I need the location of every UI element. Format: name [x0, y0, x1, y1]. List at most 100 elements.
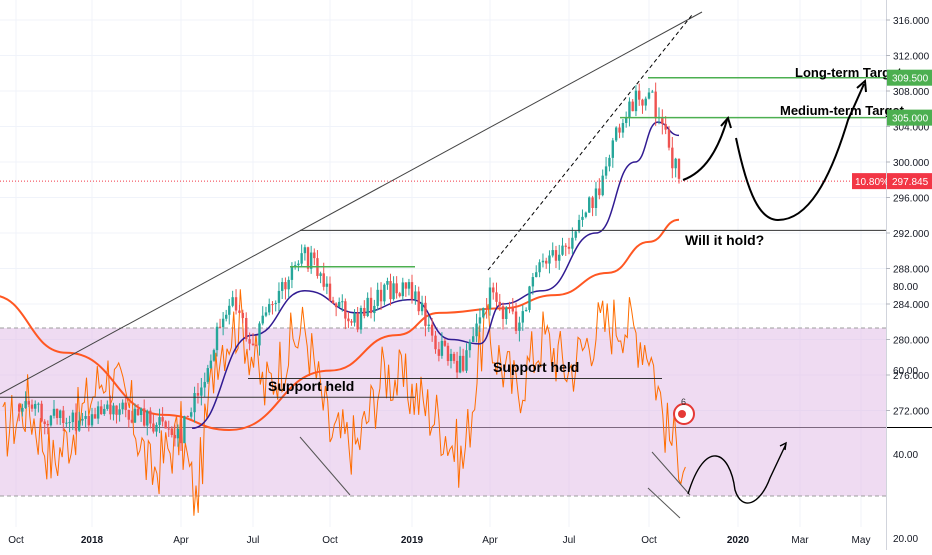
candle-body [183, 416, 186, 444]
candle-body [667, 129, 671, 148]
candle-body [488, 287, 492, 309]
candle-body [601, 175, 604, 196]
long-term-target-tag: 309.500 [892, 74, 929, 85]
rsi-projection-arrowhead [779, 441, 787, 451]
time-axis-label: Jul [247, 535, 260, 546]
candle-body [109, 404, 112, 415]
candle-body [383, 284, 386, 302]
candle-body [106, 404, 109, 409]
candle-body [149, 410, 152, 424]
candle-body [420, 302, 424, 312]
candle-body [407, 282, 411, 289]
candle-body [455, 360, 459, 373]
candle-body [228, 305, 231, 315]
candle-body [614, 127, 618, 141]
candle-body [443, 340, 447, 346]
candle-body [366, 297, 369, 317]
candle-body [300, 253, 303, 264]
candle-body [206, 368, 210, 382]
candle-body [58, 410, 62, 418]
candle-body [641, 99, 644, 106]
candle-body [567, 246, 571, 249]
candle-body [103, 408, 106, 415]
candle-body [170, 428, 174, 435]
candle-body [449, 353, 453, 362]
candle-body [306, 247, 310, 269]
candle-body [624, 117, 628, 123]
current-price-tag-bg [887, 173, 932, 190]
price-axis-label: 284.000 [893, 300, 930, 311]
candle-body [167, 428, 170, 430]
candle-body [353, 313, 356, 323]
candle-body [245, 317, 248, 340]
candle-body [424, 302, 427, 326]
candle-body [224, 314, 228, 319]
long-projection-arrowhead [856, 78, 867, 93]
rsi-trendline-1 [299, 436, 351, 496]
time-axis-label: Oct [322, 535, 338, 546]
candle-body [161, 417, 164, 422]
candle-body [389, 281, 392, 300]
candle-body [189, 412, 193, 417]
time-axis-label: Oct [641, 535, 657, 546]
candle-body [52, 408, 56, 416]
candle-body [677, 158, 681, 179]
rsi-axis-label: 80.00 [893, 282, 918, 293]
price-axis-label: 276.000 [893, 371, 930, 382]
candle-body [186, 416, 189, 418]
candle-body [551, 250, 554, 256]
price-axis-label: 308.000 [893, 87, 930, 98]
candle-body [664, 123, 667, 130]
candle-body [344, 301, 347, 319]
candle-body [255, 344, 258, 346]
candle-body [212, 350, 216, 361]
candle-body [452, 353, 456, 361]
candle-body [179, 428, 183, 444]
candle-body [458, 355, 462, 373]
candle-body [611, 140, 615, 158]
candle-body [501, 306, 505, 320]
candle-body [271, 304, 274, 306]
rsi-axis-label: 20.00 [893, 534, 918, 545]
dashed-trendline [487, 14, 693, 271]
candle-body [284, 282, 287, 290]
long-projection-arrow [735, 83, 865, 222]
candle-body [40, 403, 43, 422]
medium-term-target-tag-bg [887, 109, 932, 126]
candle-body [200, 387, 203, 396]
candle-body [376, 289, 379, 306]
candle-body [261, 315, 264, 324]
candle-body [46, 424, 50, 426]
candle-body [268, 304, 271, 313]
candle-body [258, 323, 261, 346]
candle-body [514, 311, 518, 331]
candle-body [373, 305, 376, 314]
candle-body [631, 101, 634, 112]
long-moving-average-line [0, 218, 680, 432]
badge-center [678, 410, 686, 418]
candle-body [379, 289, 383, 302]
candle-body [558, 254, 561, 261]
candle-body [472, 336, 475, 342]
candle-body [152, 423, 155, 432]
time-axis-label: May [852, 535, 871, 546]
candle-body [548, 255, 551, 264]
candle-body [81, 418, 84, 421]
long-term-target-tag-bg [887, 69, 932, 86]
candle-body [331, 300, 335, 304]
annotation-will-it-hold: Will it hold? [685, 232, 764, 248]
candle-body [264, 312, 268, 316]
candle-body [621, 122, 625, 133]
candle-body [155, 424, 158, 432]
candle-body [96, 406, 100, 419]
candle-body [638, 90, 641, 100]
candle-body [142, 408, 146, 426]
badge-icon[interactable]: 6 [673, 397, 695, 425]
candle-body [591, 197, 594, 208]
candle-body [511, 308, 514, 312]
axis-layer: 272.000 276.000 280.000 284.000 288.000 292.0… [8, 16, 929, 546]
candle-body [581, 216, 584, 220]
candle-body [34, 403, 37, 409]
candle-body [90, 414, 94, 426]
